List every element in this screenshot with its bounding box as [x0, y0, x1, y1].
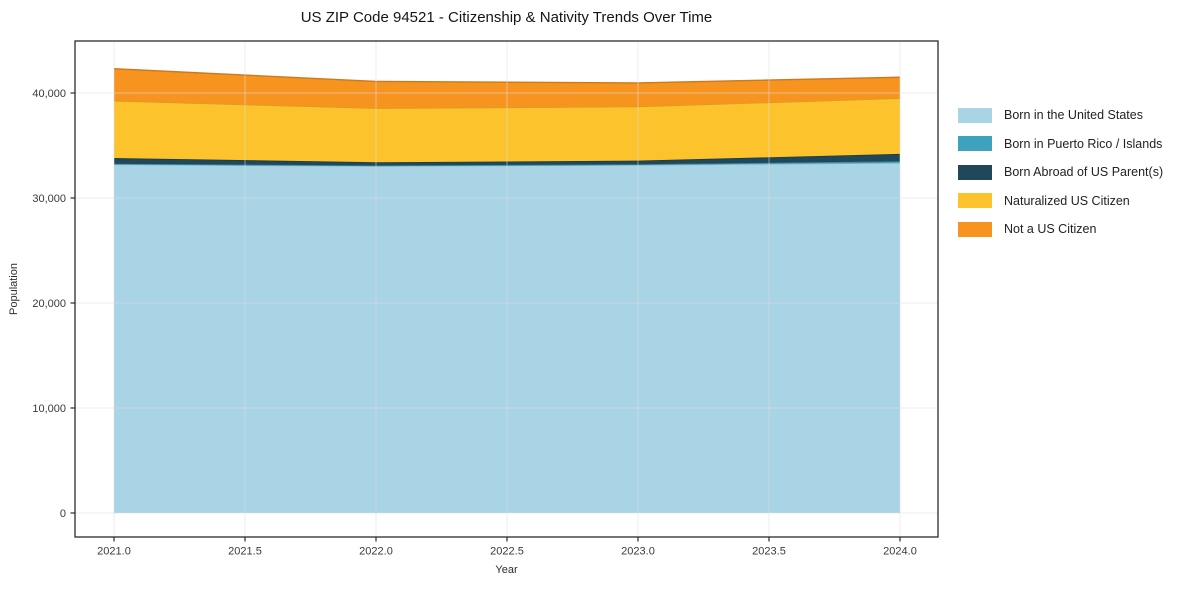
legend-item: Born in Puerto Rico / Islands: [958, 130, 1163, 159]
legend-swatch-icon: [958, 136, 992, 152]
legend-item: Not a US Citizen: [958, 215, 1163, 244]
x-tick-label: 2023.0: [621, 546, 655, 558]
legend-item: Naturalized US Citizen: [958, 187, 1163, 216]
legend: Born in the United States Born in Puerto…: [958, 101, 1163, 244]
legend-label: Born in the United States: [1004, 108, 1143, 123]
x-tick-label: 2021.0: [97, 546, 131, 558]
legend-swatch-icon: [958, 221, 992, 237]
x-tick-label: 2022.5: [490, 546, 524, 558]
x-tick-label: 2021.5: [228, 546, 262, 558]
legend-item: Born Abroad of US Parent(s): [958, 158, 1163, 187]
y-tick-label: 30,000: [32, 193, 66, 205]
x-tick-label: 2023.5: [752, 546, 786, 558]
area-series: [114, 153, 900, 166]
legend-swatch-icon: [958, 193, 992, 209]
y-tick-label: 0: [60, 508, 66, 520]
y-tick-label: 20,000: [32, 298, 66, 310]
x-axis-label: Year: [495, 564, 518, 576]
legend-label: Born Abroad of US Parent(s): [1004, 165, 1164, 180]
x-tick-label: 2022.0: [359, 546, 393, 558]
y-tick-label: 40,000: [32, 88, 66, 100]
legend-label: Born in Puerto Rico / Islands: [1004, 136, 1163, 151]
legend-label: Not a US Citizen: [1004, 222, 1097, 237]
chart-title: US ZIP Code 94521 - Citizenship & Nativi…: [300, 9, 713, 26]
legend-label: Naturalized US Citizen: [1004, 193, 1130, 208]
legend-swatch-icon: [958, 107, 992, 123]
x-tick-label: 2024.0: [883, 546, 917, 558]
legend-item: Born in the United States: [958, 101, 1163, 130]
legend-swatch-icon: [958, 164, 992, 180]
y-axis-label: Population: [8, 263, 20, 315]
y-tick-label: 10,000: [32, 403, 66, 415]
